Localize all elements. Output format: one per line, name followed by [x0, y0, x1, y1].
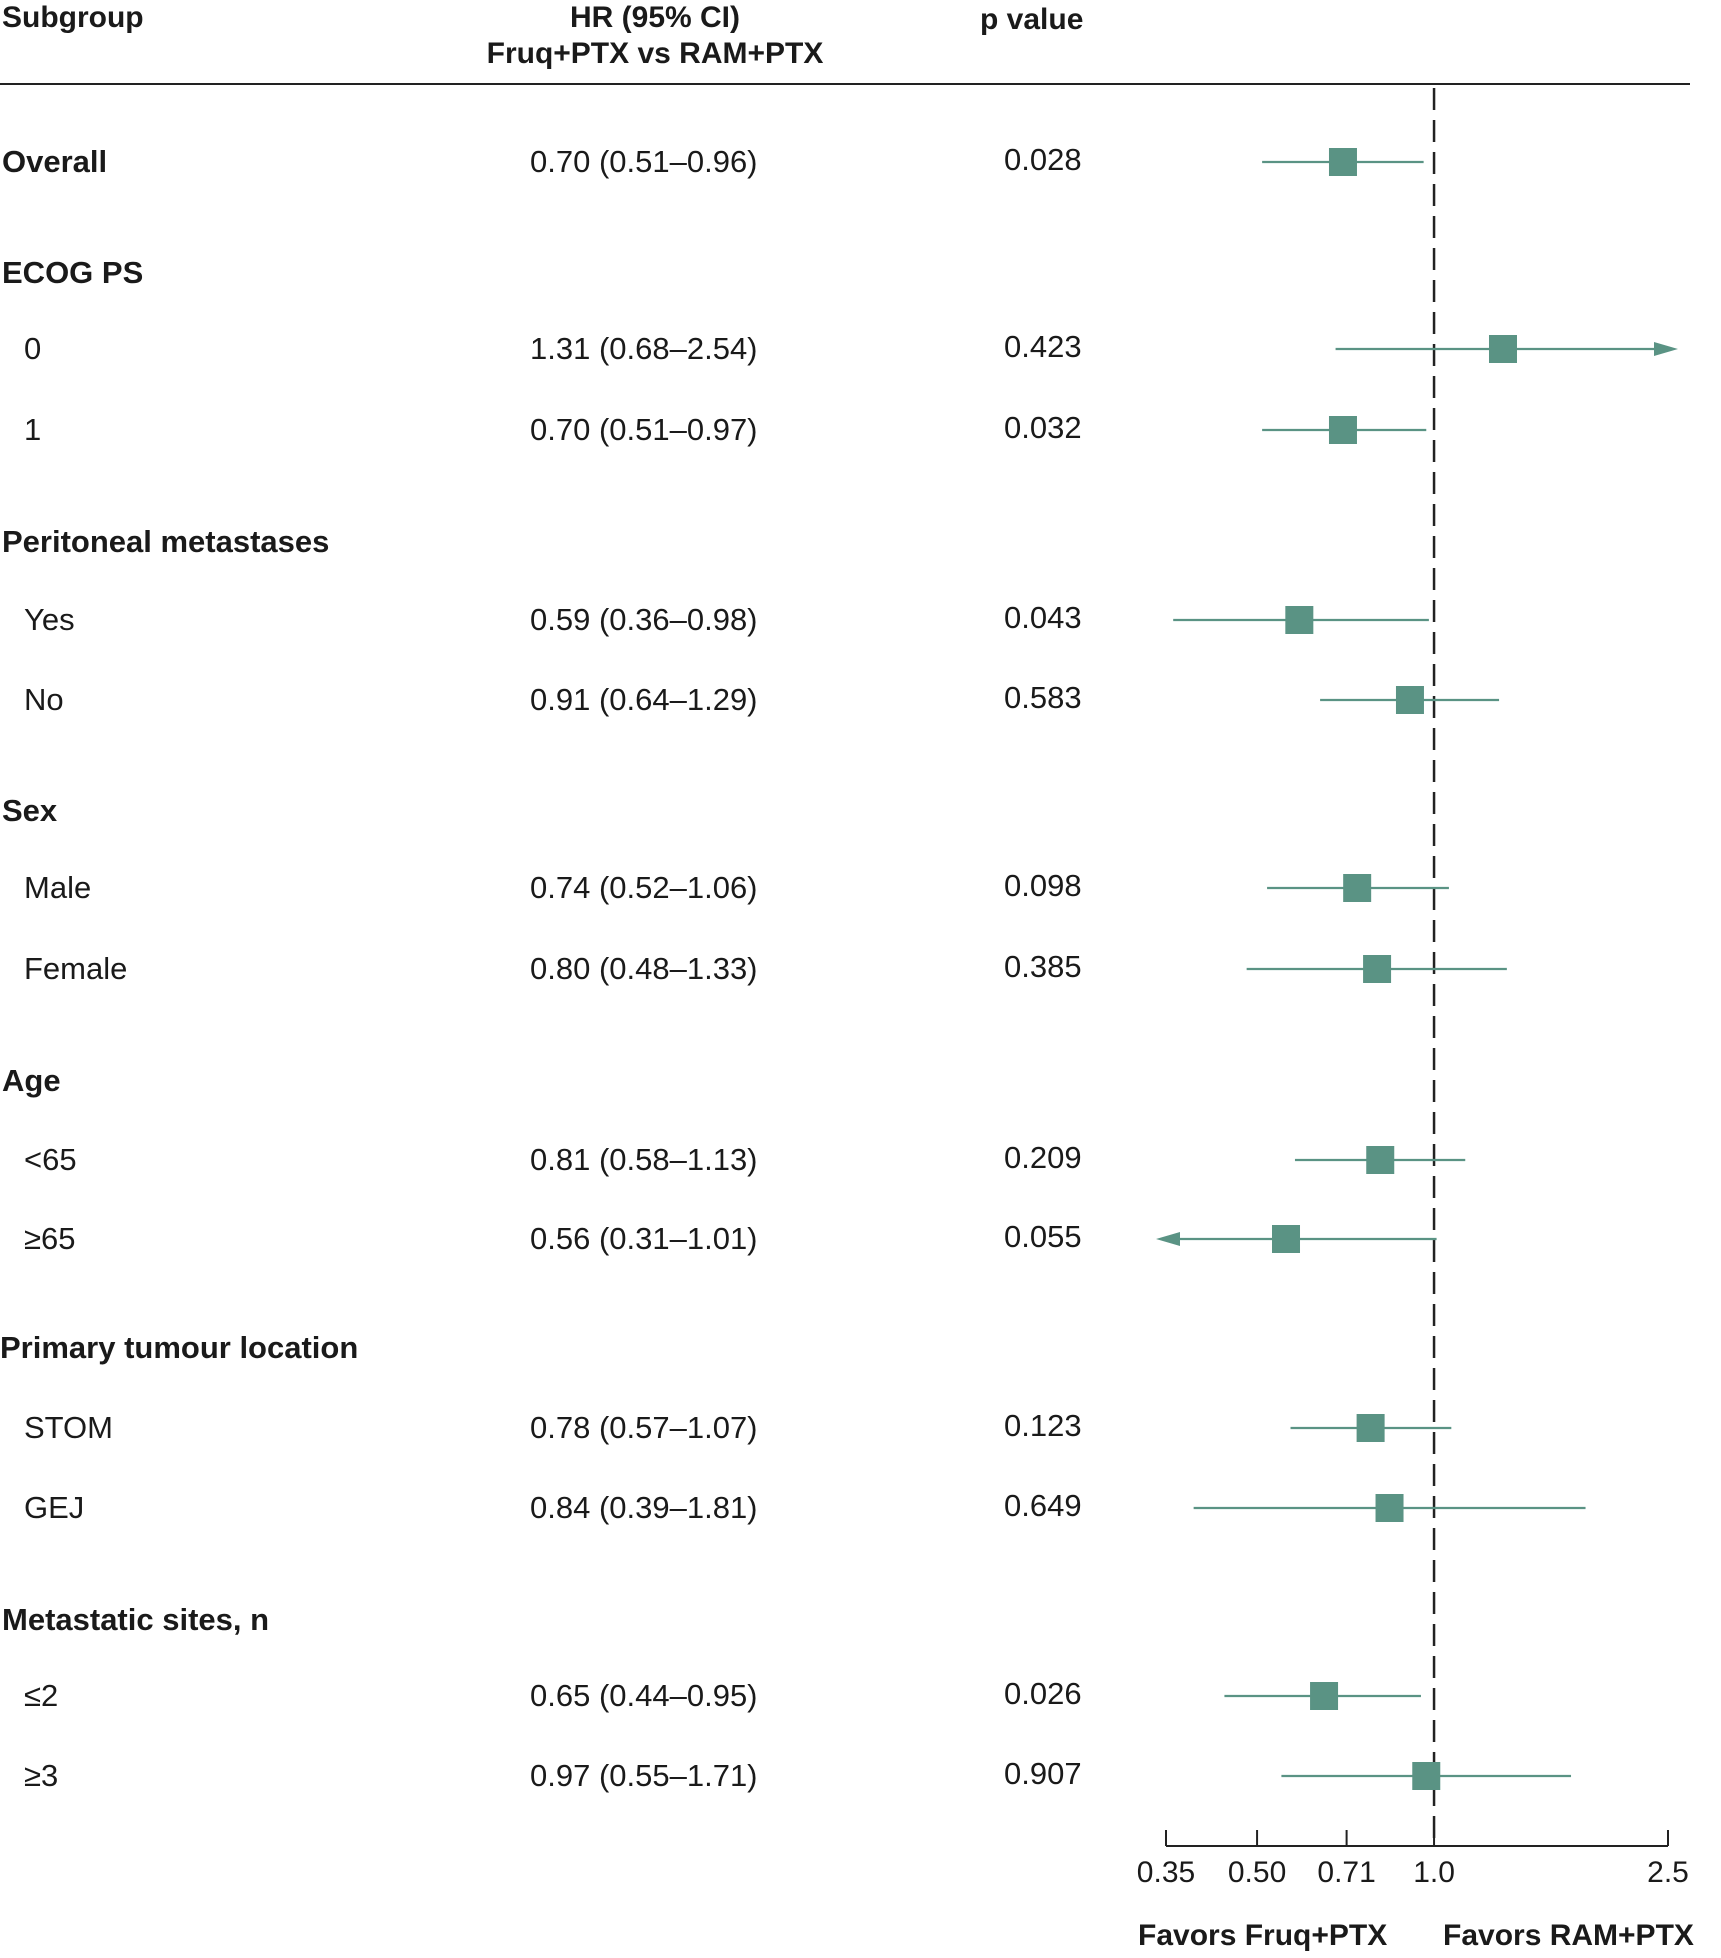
- x-axis-tick-label: 2.5: [1647, 1856, 1689, 1889]
- hr-ci-text: 0.56 (0.31–1.01): [530, 1221, 758, 1256]
- hr-ci-text: 0.81 (0.58–1.13): [530, 1142, 758, 1177]
- favors-left-label: Favors Fruq+PTX: [1138, 1919, 1388, 1952]
- p-value-text: 0.026: [1004, 1676, 1082, 1711]
- x-axis-tick-label: 0.35: [1137, 1856, 1195, 1889]
- hr-ci-text: 0.84 (0.39–1.81): [530, 1490, 758, 1525]
- subgroup-heading: ECOG PS: [2, 255, 144, 290]
- subgroup-heading: Age: [2, 1063, 61, 1098]
- subgroup-label: ≥3: [24, 1758, 59, 1793]
- hr-ci-text: 0.59 (0.36–0.98): [530, 602, 758, 637]
- hr-point-marker: [1363, 955, 1392, 983]
- ci-arrow-right: [1654, 342, 1678, 356]
- subgroup-heading: Overall: [2, 144, 108, 179]
- hr-ci-text: 0.78 (0.57–1.07): [530, 1410, 758, 1445]
- header-rule: [0, 83, 1690, 85]
- x-axis-tick-label: 0.50: [1228, 1856, 1286, 1889]
- subgroup-label: No: [24, 682, 64, 717]
- p-value-text: 0.649: [1004, 1488, 1082, 1523]
- p-value-text: 0.028: [1004, 142, 1082, 177]
- hr-ci-text: 0.70 (0.51–0.96): [530, 144, 758, 179]
- hr-point-marker: [1328, 148, 1357, 176]
- hr-ci-text: 1.31 (0.68–2.54): [530, 331, 758, 366]
- p-value-text: 0.907: [1004, 1756, 1082, 1791]
- subgroup-label: Male: [24, 870, 92, 905]
- hr-ci-text: 0.65 (0.44–0.95): [530, 1678, 758, 1713]
- hr-point-marker: [1366, 1146, 1395, 1174]
- hr-point-marker: [1395, 686, 1424, 714]
- hr-ci-text: 0.97 (0.55–1.71): [530, 1758, 758, 1793]
- subgroup-label: ≤2: [24, 1678, 59, 1713]
- hr-point-marker: [1328, 416, 1357, 444]
- p-value-text: 0.123: [1004, 1408, 1082, 1443]
- hr-ci-text: 0.91 (0.64–1.29): [530, 682, 758, 717]
- p-value-text: 0.032: [1004, 410, 1082, 445]
- subgroup-label: Yes: [24, 602, 75, 637]
- subgroup-label: 0: [24, 331, 42, 366]
- favors-right-label: Favors RAM+PTX: [1443, 1919, 1694, 1952]
- subgroup-label: STOM: [24, 1410, 113, 1445]
- column-header-hr: HR (95% CI) Fruq+PTX vs RAM+PTX: [480, 0, 830, 72]
- x-axis-tick-label: 1.0: [1413, 1856, 1455, 1889]
- p-value-text: 0.055: [1004, 1219, 1082, 1254]
- subgroup-label: Female: [24, 951, 128, 986]
- column-header-p-value: p value: [980, 3, 1084, 36]
- hr-point-marker: [1343, 874, 1372, 902]
- hr-point-marker: [1310, 1682, 1339, 1710]
- p-value-text: 0.423: [1004, 329, 1082, 364]
- p-value-text: 0.043: [1004, 600, 1082, 635]
- column-header-hr-line2: Fruq+PTX vs RAM+PTX: [486, 37, 824, 70]
- p-value-text: 0.583: [1004, 680, 1082, 715]
- p-value-text: 0.098: [1004, 868, 1082, 903]
- column-header-hr-line1: HR (95% CI): [569, 1, 741, 34]
- subgroup-heading: Metastatic sites, n: [2, 1602, 270, 1637]
- p-value-text: 0.385: [1004, 949, 1082, 984]
- hr-point-marker: [1375, 1494, 1404, 1522]
- hr-point-marker: [1356, 1414, 1385, 1442]
- p-value-text: 0.209: [1004, 1140, 1082, 1175]
- subgroup-heading: Primary tumour location: [0, 1330, 359, 1365]
- subgroup-label: ≥65: [24, 1221, 76, 1256]
- hr-ci-text: 0.80 (0.48–1.33): [530, 951, 758, 986]
- column-header-subgroup: Subgroup: [2, 1, 144, 34]
- subgroup-label: 1: [24, 412, 42, 447]
- subgroup-heading: Sex: [2, 793, 58, 828]
- hr-ci-text: 0.70 (0.51–0.97): [530, 412, 758, 447]
- subgroup-label: GEJ: [24, 1490, 85, 1525]
- hr-point-marker: [1285, 606, 1314, 634]
- subgroup-label: <65: [24, 1142, 77, 1177]
- hr-point-marker: [1412, 1762, 1441, 1790]
- hr-point-marker: [1488, 335, 1517, 363]
- hr-point-marker: [1272, 1225, 1301, 1253]
- subgroup-heading: Peritoneal metastases: [2, 524, 330, 559]
- hr-ci-text: 0.74 (0.52–1.06): [530, 870, 758, 905]
- ci-arrow-left: [1156, 1232, 1180, 1246]
- x-axis-tick-label: 0.71: [1317, 1856, 1375, 1889]
